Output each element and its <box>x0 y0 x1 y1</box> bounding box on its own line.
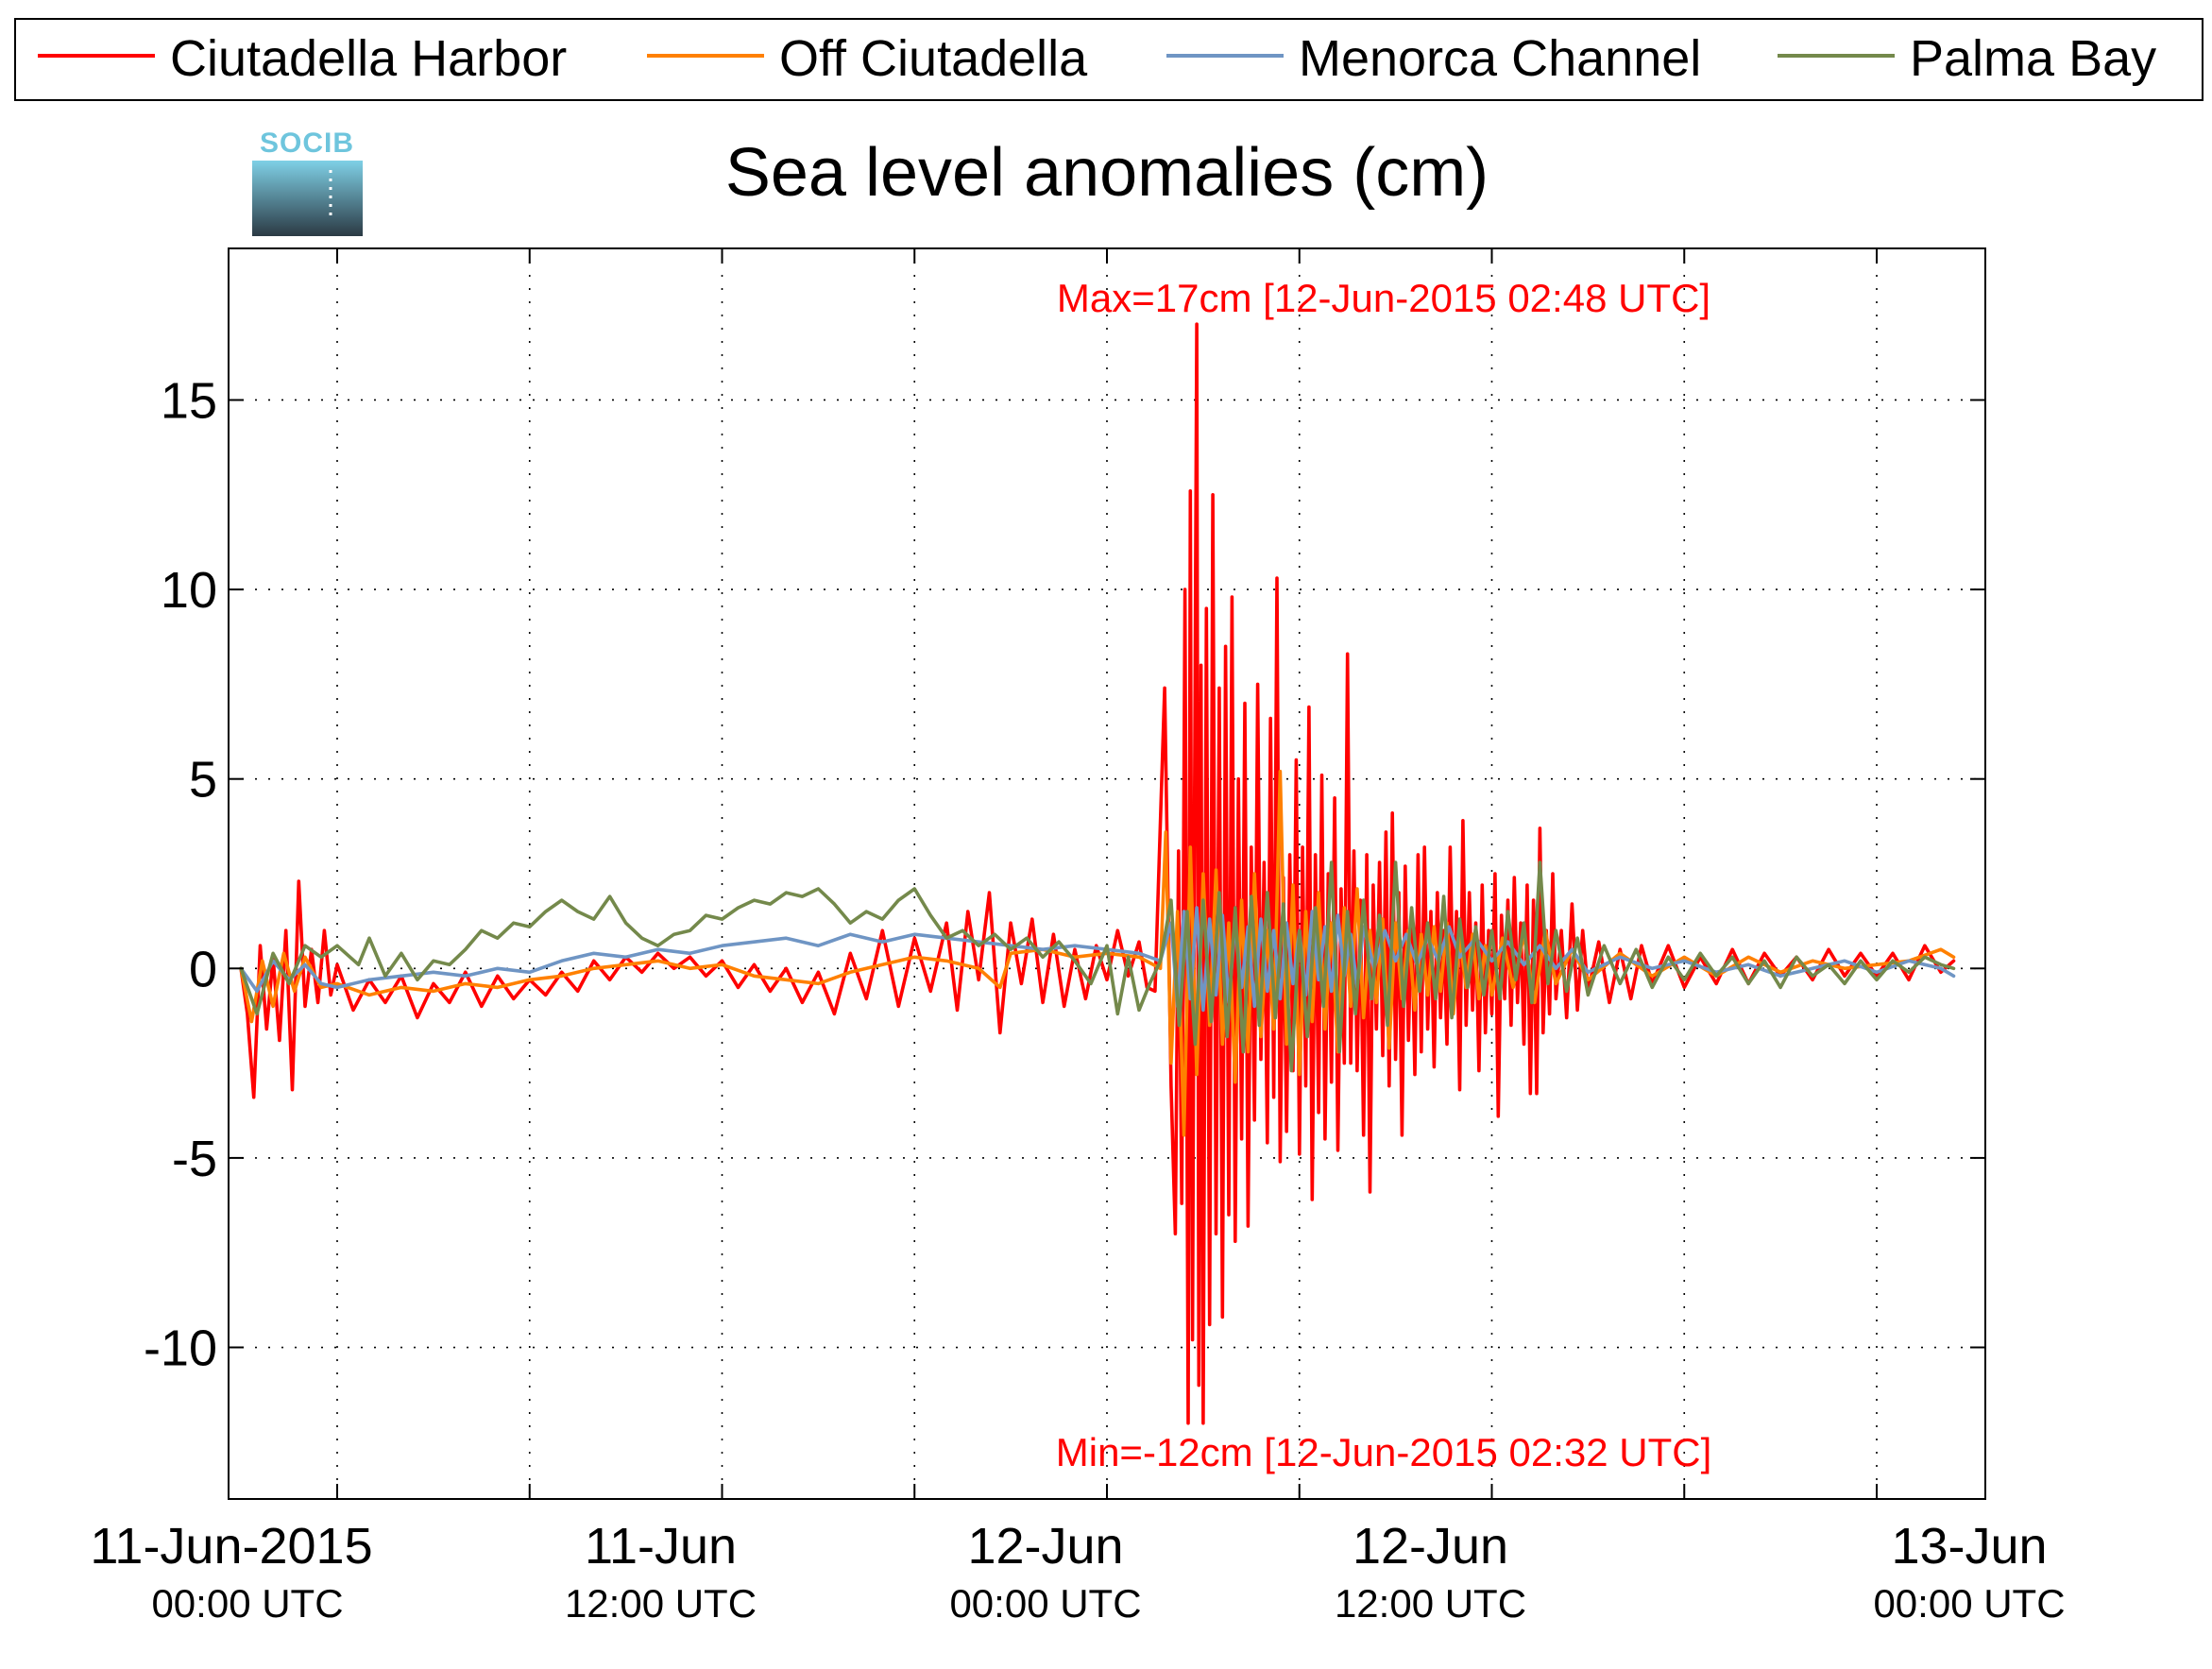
plot-frame <box>228 247 1986 1500</box>
socib-logo: SOCIB <box>252 128 363 236</box>
x-tick-sublabel: 12:00 UTC <box>565 1581 757 1626</box>
x-tick-sublabel: 00:00 UTC <box>151 1581 343 1626</box>
legend-frame <box>14 18 2203 101</box>
x-axis: 11-Jun-2015 00:00 UTC 11-Jun 12:00 UTC 12-Ju… <box>90 248 2066 1626</box>
y-tick-label: -10 <box>144 1320 217 1377</box>
x-tick-label: 11-Jun-2015 <box>90 1518 372 1575</box>
y-tick-label: -5 <box>172 1131 217 1187</box>
series-line-off-ciutadella <box>239 769 1956 1137</box>
x-tick-label: 13-Jun <box>1891 1518 2047 1575</box>
min-annotation: Min=-12cm [12-Jun-2015 02:32 UTC] <box>1056 1430 1712 1474</box>
y-tick-label: 10 <box>161 562 217 619</box>
y-axis: 15 10 5 0 -5 -10 <box>144 372 1985 1377</box>
x-tick-label: 11-Jun <box>585 1518 737 1575</box>
legend-label: Palma Bay <box>1910 30 2156 87</box>
legend-label: Off Ciutadella <box>779 30 1088 87</box>
x-tick-sublabel: 00:00 UTC <box>1873 1581 2065 1626</box>
x-tick-label: 12-Jun <box>1353 1518 1508 1575</box>
chart-title: Sea level anomalies (cm) <box>725 135 1489 211</box>
annotations: Max=17cm [12-Jun-2015 02:48 UTC] Min=-12c… <box>1056 276 1712 1474</box>
grid <box>229 248 1985 1499</box>
y-tick-label: 0 <box>189 941 217 997</box>
legend-label: Menorca Channel <box>1299 30 1701 87</box>
legend-label: Ciutadella Harbor <box>170 30 567 87</box>
series-line-ciutadella-harbor <box>239 322 1956 1425</box>
y-tick-label: 15 <box>161 372 217 429</box>
axes <box>228 247 1986 1500</box>
max-annotation: Max=17cm [12-Jun-2015 02:48 UTC] <box>1057 276 1710 320</box>
x-tick-label: 12-Jun <box>967 1518 1123 1575</box>
x-tick-sublabel: 12:00 UTC <box>1335 1581 1526 1626</box>
y-tick-label: 5 <box>189 752 217 809</box>
x-tick-sublabel: 00:00 UTC <box>949 1581 1141 1626</box>
logo-text: SOCIB <box>260 128 354 159</box>
series-layer <box>239 322 1956 1425</box>
logo-block <box>252 161 363 236</box>
series-line-palma-bay <box>239 860 1956 1073</box>
legend: Ciutadella Harbor Off Ciutadella Menorca C… <box>14 18 2203 101</box>
